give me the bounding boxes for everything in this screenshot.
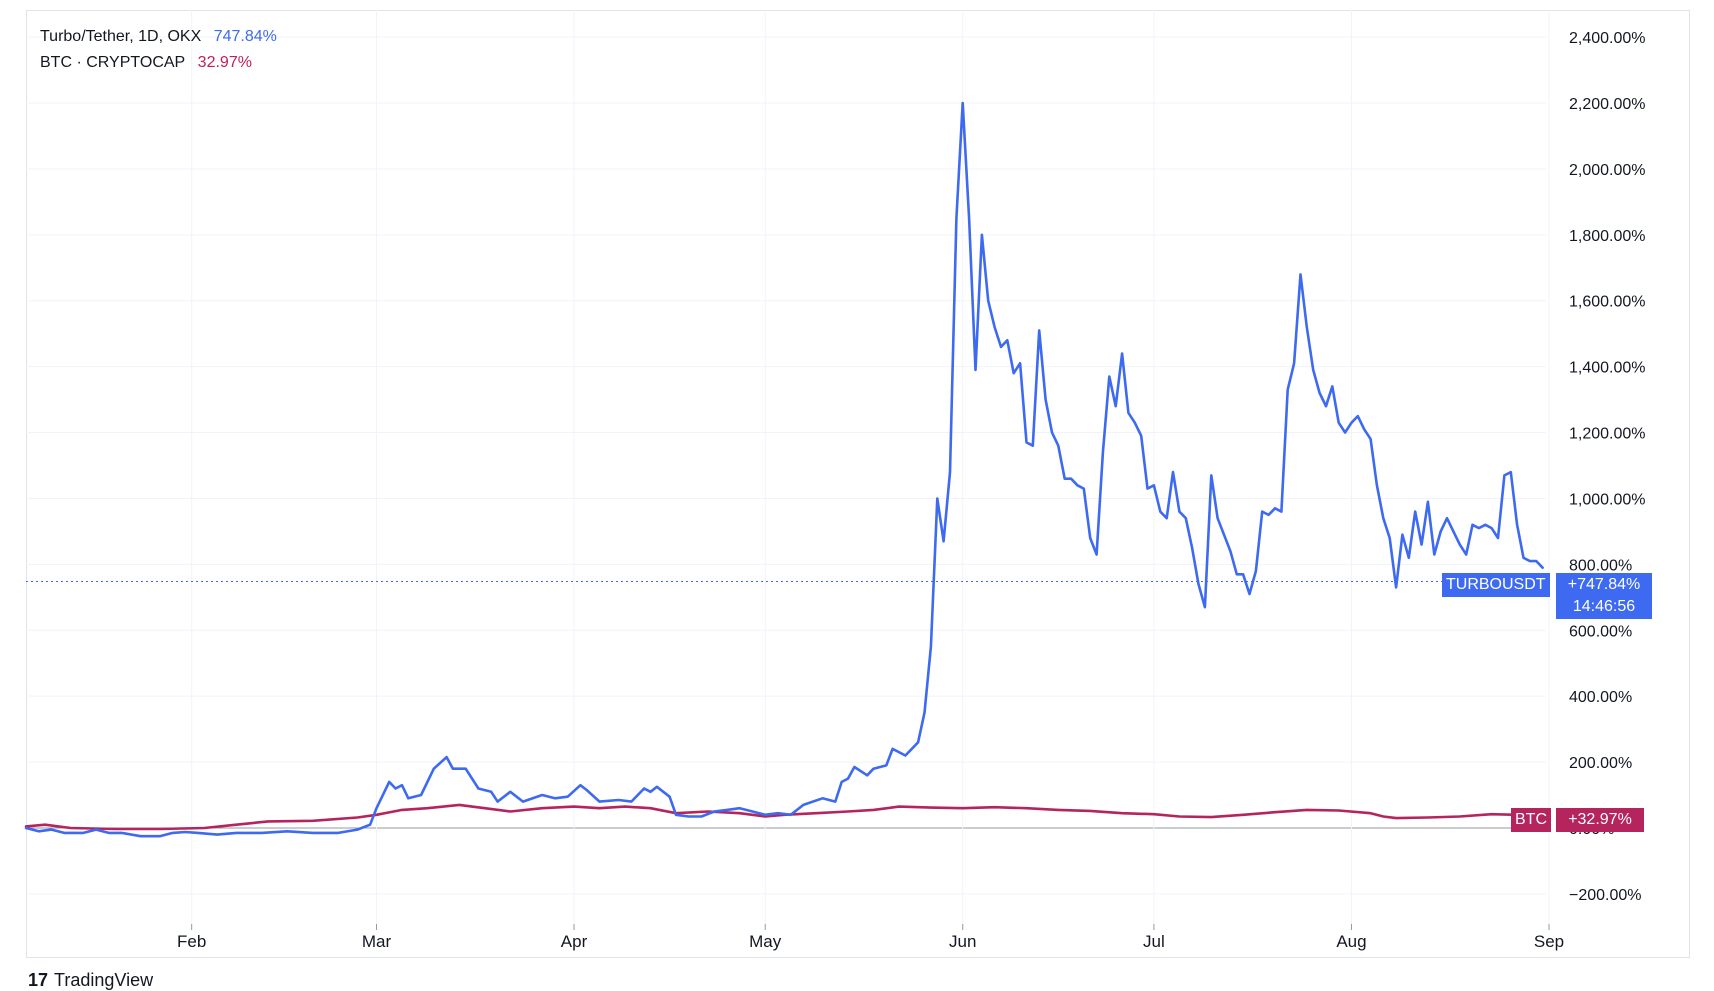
y-tick-label: 200.00% — [1569, 755, 1632, 772]
y-tick-label: 2,400.00% — [1569, 30, 1646, 47]
y-axis: −200.00%0.00%200.00%400.00%600.00%800.00… — [1569, 30, 1646, 904]
y-tick-label: 2,000.00% — [1569, 162, 1646, 179]
y-tick-label: 1,000.00% — [1569, 491, 1646, 508]
y-tick-label: 1,600.00% — [1569, 294, 1646, 311]
x-tick-label: Aug — [1336, 932, 1366, 951]
x-tick-label: Sep — [1534, 932, 1564, 951]
legend-turbo-name: Turbo/Tether, 1D, OKX — [40, 28, 202, 45]
x-tick-label: May — [749, 932, 782, 951]
y-tick-label: 1,400.00% — [1569, 360, 1646, 377]
series-line-turbo — [24, 101, 1544, 838]
y-tick-label: 600.00% — [1569, 623, 1632, 640]
y-tick-label: 1,200.00% — [1569, 426, 1646, 443]
grid-layer — [26, 10, 1550, 924]
x-tick-label: Apr — [561, 932, 588, 951]
y-tick-label: 2,200.00% — [1569, 96, 1646, 113]
x-tick-label: Jun — [949, 932, 976, 951]
chart-legend: Turbo/Tether, 1D, OKX 747.84% BTC · CRYP… — [40, 24, 277, 76]
legend-row-turbo[interactable]: Turbo/Tether, 1D, OKX 747.84% — [40, 24, 277, 50]
x-tick-label: Mar — [362, 932, 392, 951]
turbo-countdown-text: 14:46:56 — [1572, 598, 1636, 615]
turbo-value-text: +747.84% — [1567, 576, 1641, 593]
turbo-symbol-tag: TURBOUSDT — [1442, 573, 1550, 597]
btc-symbol-tag: BTC — [1511, 808, 1551, 832]
legend-btc-name: BTC · CRYPTOCAP — [40, 54, 186, 71]
btc-value-tag: +32.97% — [1556, 808, 1644, 832]
chart-frame[interactable] — [26, 10, 1690, 958]
turbo-value-tag: +747.84% 14:46:56 — [1556, 573, 1652, 619]
series-layer — [24, 101, 1544, 838]
series-line-btc — [24, 803, 1544, 831]
x-axis: Feb Mar Apr May Jun Jul Aug Sep — [177, 924, 1564, 951]
tradingview-brand: TradingView — [54, 970, 154, 990]
legend-row-btc[interactable]: BTC · CRYPTOCAP 32.97% — [40, 50, 277, 76]
x-tick-label: Feb — [177, 932, 206, 951]
tradingview-logo-icon: 17 — [28, 970, 49, 990]
y-tick-label: 800.00% — [1569, 557, 1632, 574]
legend-turbo-pct: 747.84% — [213, 28, 277, 45]
tradingview-logo[interactable]: 17 TradingView — [28, 970, 153, 991]
y-tick-label: 1,800.00% — [1569, 228, 1646, 245]
x-tick-label: Jul — [1143, 932, 1165, 951]
y-tick-label: 400.00% — [1569, 689, 1632, 706]
y-tick-label: −200.00% — [1569, 887, 1642, 904]
legend-btc-pct: 32.97% — [197, 54, 252, 71]
